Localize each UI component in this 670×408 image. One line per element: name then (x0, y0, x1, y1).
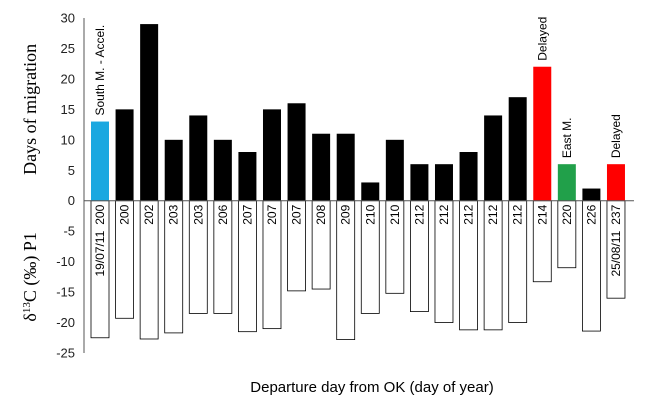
annotations: South M. - Accel. Delayed East M. Delayed (93, 17, 623, 158)
migration-bar (140, 24, 159, 201)
migration-bar (484, 115, 503, 201)
migration-bar (115, 109, 134, 201)
category-label: 208 (314, 204, 328, 224)
category-label: 237 (609, 204, 623, 224)
bar-annotation: East M. (560, 117, 574, 158)
migration-bar (164, 139, 183, 201)
y-tick-label: 20 (61, 71, 75, 86)
y-axis-title-bottom: δ13C (‰) P1 (20, 232, 41, 322)
category-label: 220 (560, 204, 574, 224)
y-tick-label: 30 (61, 11, 75, 26)
category-label: 200 (93, 204, 107, 224)
category-label: 212 (511, 204, 525, 224)
category-label: 207 (240, 204, 254, 224)
y-tick-label: -25 (56, 346, 75, 361)
migration-bar (434, 164, 453, 201)
migration-bar (312, 133, 331, 201)
category-label: 212 (437, 204, 451, 224)
migration-bar (410, 164, 429, 201)
migration-bar (189, 115, 208, 201)
isotope-bars (90, 200, 626, 341)
y-axis-title-top: Days of migration (20, 44, 40, 175)
category-label: 212 (486, 204, 500, 224)
migration-bar (508, 97, 527, 201)
migration-bar (287, 103, 306, 201)
date-label: 19/07/11 (93, 230, 107, 276)
migration-bar (606, 164, 625, 201)
category-label: 210 (363, 204, 377, 224)
migration-bar (557, 164, 576, 201)
bar-annotation: Delayed (609, 114, 623, 158)
y-tick-label: -15 (56, 285, 75, 300)
bar-annotation: Delayed (535, 17, 549, 61)
category-label: 207 (290, 204, 304, 224)
y-tick-label: 10 (61, 132, 75, 147)
migration-bar (459, 152, 478, 201)
migration-bar (262, 109, 281, 201)
migration-bars (91, 24, 625, 201)
y-tick-label: -5 (63, 224, 75, 239)
category-label: 200 (118, 204, 132, 224)
category-label: 210 (388, 204, 402, 224)
date-label: 25/08/11 (609, 230, 623, 276)
migration-bar (238, 152, 257, 201)
migration-bar (533, 66, 552, 201)
category-label: 207 (265, 204, 279, 224)
category-label: 206 (216, 204, 230, 224)
bar-annotation: South M. - Accel. (93, 25, 107, 116)
category-labels: 200 200 202 203 203 206 207 207 207 208 209 210 210 2… (93, 204, 623, 276)
y-tick-label: 25 (61, 41, 75, 56)
x-axis-title: Departure day from OK (day of year) (250, 379, 493, 396)
y-tick-label: -20 (56, 315, 75, 330)
y-tick-labels: 30 25 20 15 10 5 0 -5 -10 -15 -20 -25 (56, 11, 75, 361)
y-tick-label: 0 (68, 193, 75, 208)
category-label: 212 (412, 204, 426, 224)
category-label: 226 (584, 204, 598, 224)
y-tick-label: 5 (68, 163, 75, 178)
category-label: 214 (535, 204, 549, 224)
migration-bar (213, 139, 232, 201)
category-label: 212 (462, 204, 476, 224)
migration-bar (361, 182, 380, 201)
category-label: 209 (339, 204, 353, 224)
migration-bar (91, 121, 109, 201)
migration-bar (336, 133, 355, 201)
migration-bar (385, 139, 404, 201)
y-tick-label: -10 (56, 254, 75, 269)
y-tick-label: 15 (61, 102, 75, 117)
category-label: 203 (167, 204, 181, 224)
category-label: 203 (191, 204, 205, 224)
category-label: 202 (142, 204, 156, 224)
migration-bar (582, 188, 601, 201)
